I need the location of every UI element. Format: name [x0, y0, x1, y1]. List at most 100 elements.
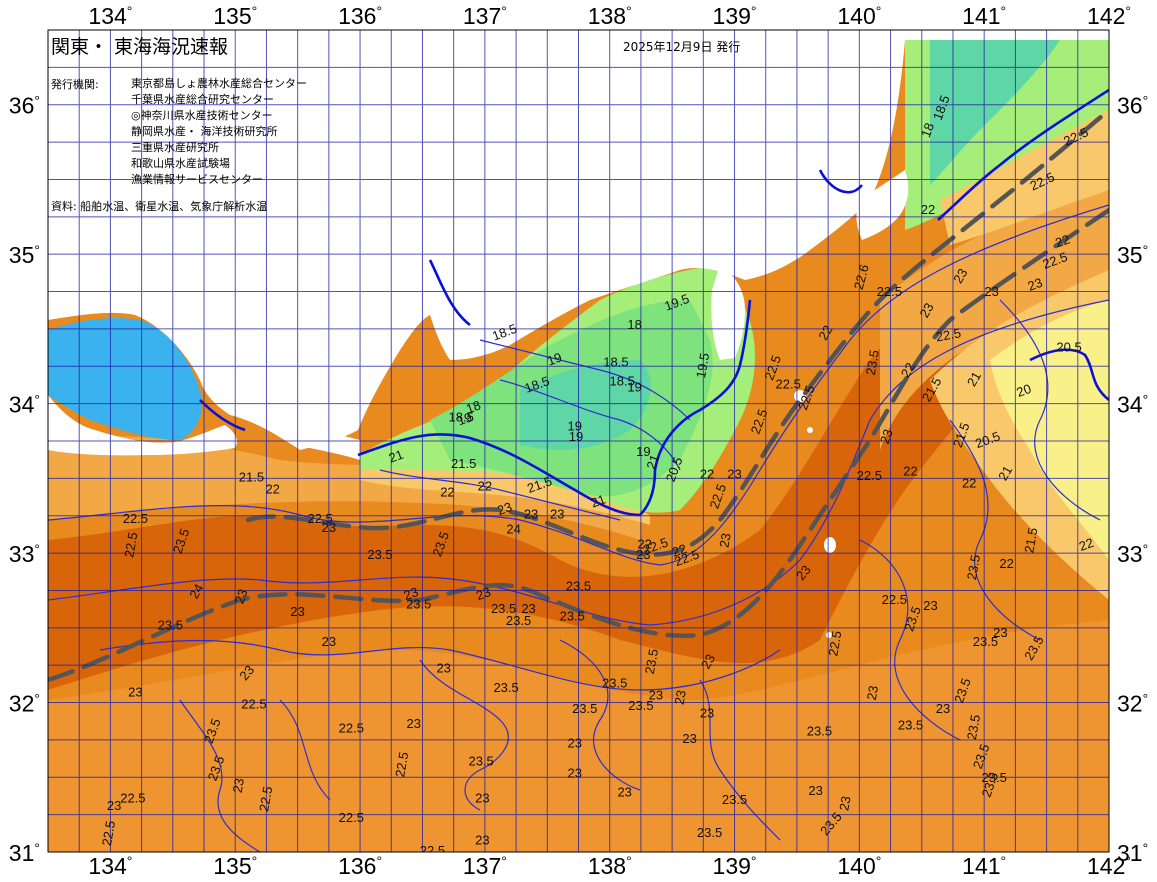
- axis-tick-label: 142°: [1087, 3, 1131, 29]
- isotherm-label: 23: [617, 785, 631, 800]
- isotherm-label: 23: [916, 300, 936, 320]
- axis-tick-label: 141°: [962, 3, 1006, 29]
- isotherm-label: 23: [993, 625, 1007, 640]
- isotherm-label: 24: [506, 522, 520, 537]
- thin-isotherms: [48, 204, 1109, 852]
- axis-tick-label: 33°: [9, 541, 40, 567]
- isotherm-label: 22: [478, 478, 492, 493]
- isotherm-label: 23.5: [807, 723, 832, 738]
- isotherm-label: 23.5: [506, 613, 531, 628]
- sea-zone-pale-coast: [360, 453, 650, 525]
- axis-tick-label: 136°: [338, 3, 382, 29]
- axis-tick-label: 139°: [713, 853, 757, 879]
- isotherm-label: 22.5: [339, 720, 364, 735]
- isotherm-label: 23.5: [493, 680, 518, 695]
- isotherm-label: 23: [649, 688, 663, 703]
- isotherm-label: 23.5: [642, 648, 661, 676]
- axis-tick-label: 33°: [1117, 541, 1148, 567]
- axis-tick-label: 31°: [9, 840, 40, 866]
- isotherm-label: 23.5: [560, 608, 585, 623]
- isotherm-label: 22.5: [392, 751, 411, 779]
- isotherm-label: 18.5: [610, 374, 635, 389]
- isotherm-label: 23: [950, 266, 970, 286]
- axis-tick-label: 137°: [463, 853, 507, 879]
- isotherm-label: 22: [265, 481, 279, 496]
- isotherm-label: 23: [521, 601, 535, 616]
- axis-tick-label: 142°: [1087, 853, 1131, 879]
- isotherm-label: 23: [402, 584, 421, 603]
- isotherm-label: 23: [836, 795, 853, 812]
- isotherm-label: 23: [700, 705, 714, 720]
- sea-zone-light-west: [48, 436, 640, 540]
- map-frame: [47, 29, 1110, 853]
- axis-tick-label: 35°: [1117, 242, 1148, 268]
- isotherm-label: 22.5: [857, 468, 882, 483]
- isotherm-label: 19: [636, 444, 650, 459]
- isotherm-label: 22.5: [877, 284, 902, 299]
- isotherm-label: 23.5: [982, 770, 1007, 785]
- isotherm-label: 23: [550, 507, 564, 522]
- isotherm-label: 22.6: [851, 263, 872, 291]
- latitude-labels-right: 36° 35° 34° 33° 32° 31°: [1117, 93, 1148, 866]
- isotherm-label: 22.5: [776, 377, 801, 392]
- isotherm-label: 23.5: [406, 596, 431, 611]
- sea-zone-teal: [520, 360, 651, 450]
- axis-tick-label: 140°: [837, 853, 881, 879]
- isotherm-label: 22.5: [420, 843, 445, 858]
- isotherm-label: 23.5: [722, 792, 747, 807]
- isotherm-label: 23: [672, 689, 689, 706]
- isotherm-label: 21: [589, 492, 608, 511]
- isotherm-label: 23: [936, 701, 950, 716]
- isotherm-label: 23.5: [602, 676, 627, 691]
- isotherm-label: 18: [918, 121, 937, 140]
- land-hachijo: [824, 537, 836, 553]
- isotherm-label: 23: [568, 735, 582, 750]
- isotherm-label: 23: [984, 284, 998, 299]
- longitude-labels-bottom: 134° 135° 136° 137° 138° 139° 140° 141° 142°: [88, 853, 1131, 879]
- isotherm-label: 22: [815, 323, 835, 343]
- axis-tick-label: 35°: [9, 242, 40, 268]
- axis-tick-label: 134°: [88, 853, 132, 879]
- isotherm-label: 23: [474, 584, 493, 603]
- bold-isotherms: [199, 88, 1109, 517]
- axis-tick-label: 135°: [213, 3, 257, 29]
- isotherm-label: 22.5: [99, 820, 118, 848]
- isotherm-label: 23: [923, 598, 937, 613]
- isotherm-label: 23.5: [863, 349, 882, 377]
- isotherm-label: 23.5: [697, 825, 722, 840]
- axis-tick-label: 141°: [962, 853, 1006, 879]
- isotherm-label: 20: [1014, 381, 1033, 400]
- land-kii-tip: [230, 405, 360, 460]
- isotherm-label: 23: [524, 507, 538, 522]
- isotherm-label: 21.5: [1021, 527, 1040, 555]
- isotherm-label: 19.5: [693, 352, 712, 380]
- isotherm-label: 23.5: [572, 701, 597, 716]
- sea-zone-kuroshio-core: [48, 210, 1109, 690]
- isotherm-label: 23: [877, 427, 896, 446]
- isotherm-label: 21: [995, 463, 1015, 483]
- isotherm-label: 23: [475, 791, 489, 806]
- isotherm-label: 24: [186, 581, 206, 601]
- axis-tick-label: 36°: [1117, 93, 1148, 119]
- isotherm-label: 19: [568, 419, 582, 434]
- sea-zone-mid-east: [880, 190, 1109, 450]
- isotherm-label: 23.5: [964, 553, 983, 581]
- isotherm-label: 22.5: [123, 511, 148, 526]
- axis-tick-label: 136°: [338, 853, 382, 879]
- sea-zone-pale-east: [990, 300, 1109, 560]
- land-niijima: [807, 427, 813, 433]
- isotherm-label: 22: [903, 463, 917, 478]
- isotherm-label: 23.5: [367, 547, 392, 562]
- axis-tick-label: 137°: [463, 3, 507, 29]
- isotherm-label: 22.5: [825, 630, 844, 658]
- land-aogashima: [826, 632, 832, 638]
- isotherm-label: 23: [698, 651, 718, 671]
- sea-zone-blue-west: [48, 318, 202, 440]
- isotherm-label: 23: [864, 684, 881, 701]
- isotherm-label: 23: [322, 634, 336, 649]
- isotherm-label: 21.5: [239, 469, 264, 484]
- isotherm-label: 19: [627, 380, 641, 395]
- isotherm-label: 22: [670, 541, 689, 560]
- isotherm-label: 23: [231, 587, 250, 606]
- land-shikoku: [48, 395, 237, 456]
